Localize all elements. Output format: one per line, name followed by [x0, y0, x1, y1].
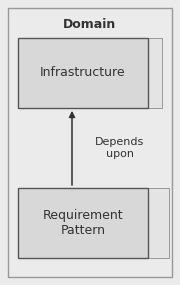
Bar [18, 38, 148, 108]
Bar [25, 38, 155, 108]
Bar [39, 188, 169, 258]
Bar [32, 38, 162, 108]
Text: Domain: Domain [63, 17, 117, 30]
Bar [25, 188, 155, 258]
Text: Infrastructure: Infrastructure [40, 66, 126, 80]
Text: Requirement
Pattern: Requirement Pattern [43, 209, 123, 237]
Bar [32, 188, 162, 258]
Bar [18, 188, 148, 258]
Text: Depends
upon: Depends upon [95, 137, 144, 159]
